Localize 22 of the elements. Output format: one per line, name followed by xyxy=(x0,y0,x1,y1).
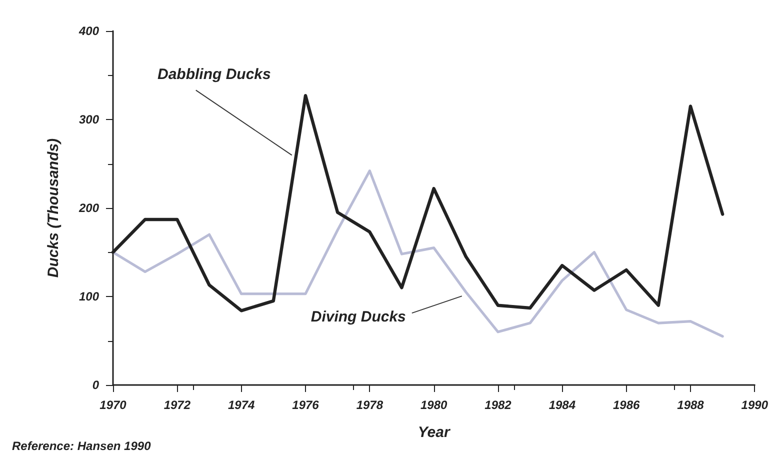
y-axis-title: Ducks (Thousands) xyxy=(45,138,62,278)
x-tick-label: 1976 xyxy=(292,398,320,412)
y-tick-label: 100 xyxy=(78,290,100,304)
y-tick-label: 0 xyxy=(92,378,100,392)
y-tick-label: 200 xyxy=(78,201,100,215)
y-tick-label: 400 xyxy=(78,24,100,38)
line-series xyxy=(112,170,724,338)
x-tick-label: 1988 xyxy=(677,398,704,412)
x-tick-label: 1974 xyxy=(228,398,255,412)
x-tick-label: 1972 xyxy=(164,398,191,412)
x-tick-label: 1970 xyxy=(100,398,127,412)
x-tick-label: 1986 xyxy=(612,398,640,412)
x-tick-label: 1984 xyxy=(548,398,576,412)
x-tick-label: 1982 xyxy=(484,398,512,412)
text: Dabbling Ducks xyxy=(158,66,271,84)
series-label: Diving Ducks xyxy=(310,308,406,326)
y-tick-label: 300 xyxy=(78,112,100,126)
x-tick-label: 1978 xyxy=(356,398,384,412)
x-tick-label: 1990 xyxy=(741,398,768,412)
x-tick-label: 1980 xyxy=(420,398,448,412)
x-axis-title: Year xyxy=(418,424,451,441)
text: Reference: Hansen 1990 xyxy=(12,439,152,453)
